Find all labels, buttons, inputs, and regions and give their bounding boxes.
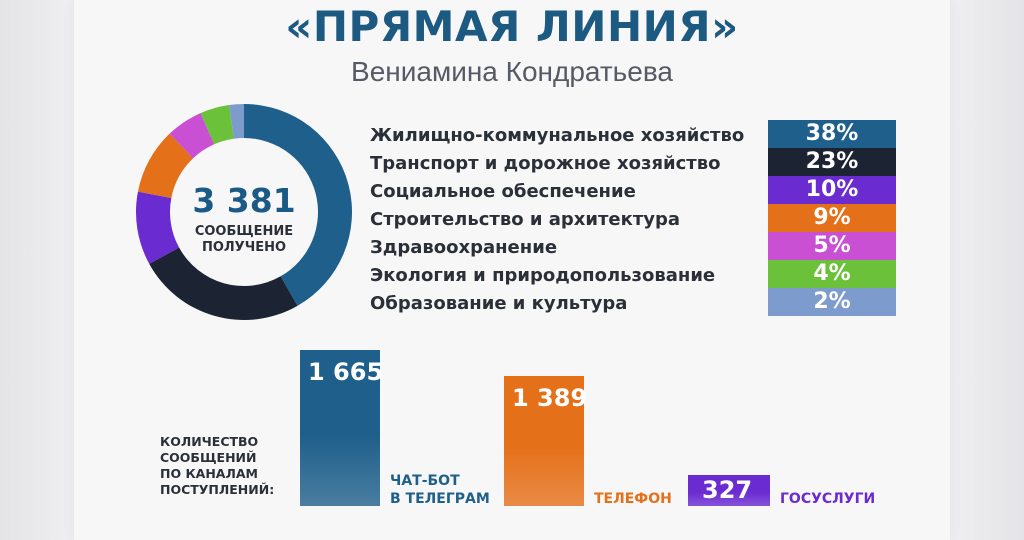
bar-value-2: 1 389 bbox=[512, 384, 588, 412]
percent-label-7: 2% bbox=[768, 288, 896, 316]
bar-2 bbox=[504, 376, 584, 506]
category-label-4: Строительство и архитектура bbox=[370, 209, 681, 230]
infographic-card: «ПРЯМАЯ ЛИНИЯ» Вениамина Кондратьева 3 3… bbox=[74, 0, 950, 540]
donut-total-caption: СООБЩЕНИЕ ПОЛУЧЕНО bbox=[194, 224, 294, 255]
bar-label-3: ГОСУСЛУГИ bbox=[780, 491, 876, 507]
left-backdrop bbox=[0, 0, 74, 540]
donut-slice-6 bbox=[200, 105, 234, 145]
page-subtitle: Вениамина Кондратьева bbox=[351, 56, 673, 87]
percent-label-1: 38% bbox=[768, 120, 896, 148]
percent-label-4: 9% bbox=[768, 204, 896, 232]
percent-column: 38% 23% 10% 9% 5% 4% 2% bbox=[768, 120, 896, 316]
bar-3 bbox=[688, 475, 770, 506]
donut-slice-1 bbox=[244, 104, 352, 306]
donut-slice-3 bbox=[136, 191, 180, 264]
donut-slice-7 bbox=[229, 104, 244, 139]
category-legend: Жилищно-коммунальное хозяйство Транспорт … bbox=[370, 122, 744, 318]
donut-chart bbox=[136, 104, 352, 320]
percent-label-5: 5% bbox=[768, 232, 896, 260]
percent-label-3: 10% bbox=[768, 176, 896, 204]
channels-chart-title: КОЛИЧЕСТВО СООБЩЕНИЙ ПО КАНАЛАМ ПОСТУПЛЕ… bbox=[160, 434, 275, 497]
donut-slice-4 bbox=[137, 133, 194, 199]
bar-label-2: ТЕЛЕФОН bbox=[594, 491, 672, 507]
category-label-3: Социальное обеспечение bbox=[370, 181, 636, 202]
bar-value-3: 327 bbox=[702, 476, 753, 504]
right-backdrop bbox=[950, 0, 1024, 540]
category-label-2: Транспорт и дорожное хозяйство bbox=[370, 153, 721, 174]
category-label-1: Жилищно-коммунальное хозяйство bbox=[370, 125, 745, 146]
category-label-6: Экология и природопользование bbox=[370, 265, 716, 286]
bar-value-1: 1 665 bbox=[308, 358, 384, 386]
donut-slice-5 bbox=[169, 113, 215, 159]
donut-slice-2 bbox=[149, 247, 298, 320]
bar-label-1: ЧАТ-БОТ В ТЕЛЕГРАМ bbox=[390, 473, 490, 507]
category-label-7: Образование и культура bbox=[370, 293, 628, 314]
category-label-5: Здравоохранение bbox=[370, 237, 558, 258]
percent-label-2: 23% bbox=[768, 148, 896, 176]
percent-label-6: 4% bbox=[768, 260, 896, 288]
bar-1 bbox=[300, 350, 380, 506]
page-title: «ПРЯМАЯ ЛИНИЯ» bbox=[285, 2, 739, 51]
donut-total: 3 381 bbox=[192, 181, 296, 220]
